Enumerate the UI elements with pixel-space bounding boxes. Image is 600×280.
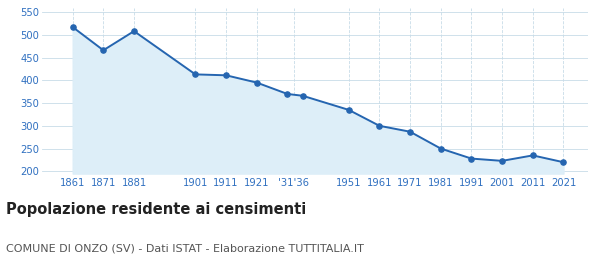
- Point: [98, 48, 108, 53]
- Point: [283, 92, 292, 96]
- Text: Popolazione residente ai censimenti: Popolazione residente ai censimenti: [6, 202, 306, 217]
- Point: [528, 153, 538, 158]
- Point: [221, 73, 231, 78]
- Text: COMUNE DI ONZO (SV) - Dati ISTAT - Elaborazione TUTTITALIA.IT: COMUNE DI ONZO (SV) - Dati ISTAT - Elabo…: [6, 244, 364, 254]
- Point: [344, 108, 353, 112]
- Point: [129, 29, 139, 33]
- Point: [497, 158, 507, 163]
- Point: [467, 156, 476, 161]
- Point: [191, 72, 200, 77]
- Point: [298, 94, 308, 98]
- Point: [68, 25, 77, 29]
- Point: [374, 123, 384, 128]
- Point: [252, 80, 262, 85]
- Point: [436, 146, 446, 151]
- Point: [405, 129, 415, 134]
- Point: [559, 160, 568, 164]
